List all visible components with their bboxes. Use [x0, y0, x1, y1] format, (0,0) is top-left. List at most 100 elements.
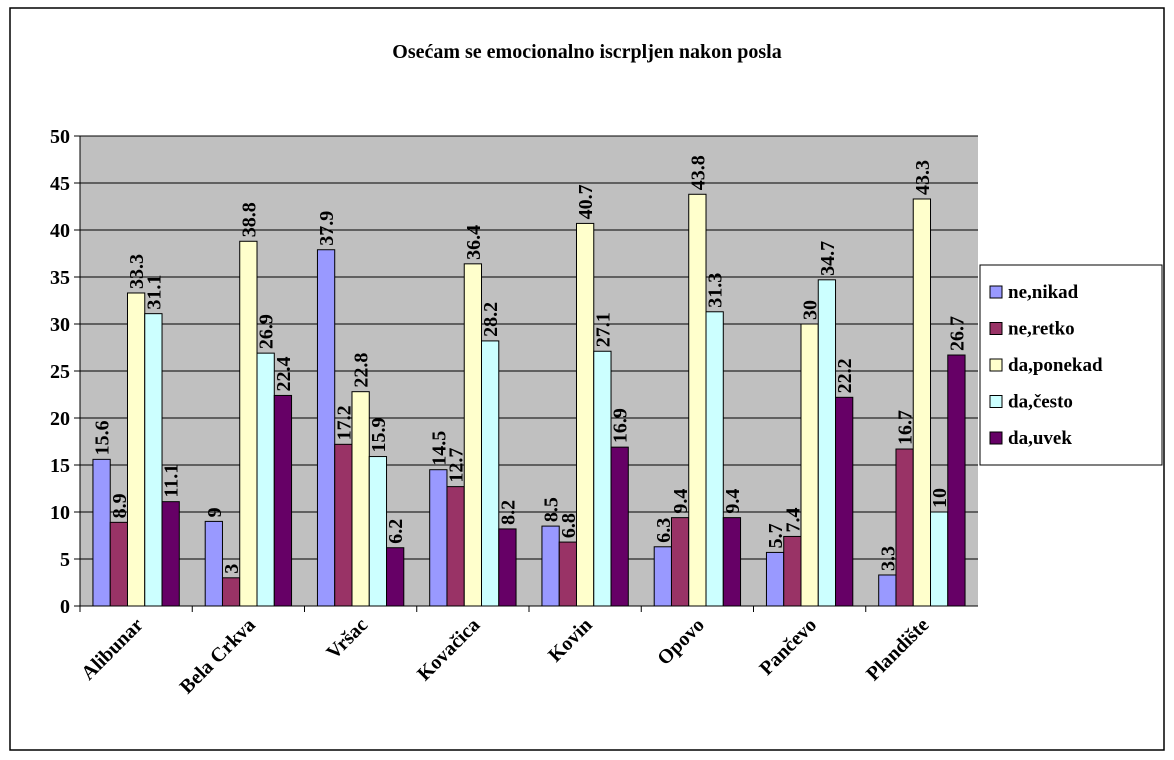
value-label: 11.1 — [161, 464, 183, 498]
bar — [593, 350, 612, 607]
y-tick-label: 45 — [50, 173, 70, 195]
bar — [817, 279, 837, 607]
legend-swatch — [989, 358, 1003, 372]
bar — [256, 352, 275, 607]
value-label: 43.8 — [687, 155, 709, 190]
value-label: 9.4 — [670, 489, 692, 514]
value-label: 31.1 — [143, 275, 165, 310]
bar — [947, 354, 966, 607]
value-label: 28.2 — [480, 302, 502, 337]
value-label: 38.8 — [238, 202, 260, 237]
value-label: 12.7 — [446, 448, 468, 483]
bar — [498, 528, 517, 607]
legend-swatch — [989, 395, 1003, 408]
value-label: 8.9 — [109, 493, 131, 518]
value-label: 31.3 — [705, 273, 727, 308]
bar — [463, 263, 483, 607]
value-label: 8.2 — [497, 500, 519, 525]
y-tick-label: 0 — [60, 596, 70, 618]
legend-label: ne,retko — [1008, 319, 1075, 340]
value-label: 9 — [204, 507, 226, 517]
legend-label: da,ponekad — [1008, 355, 1103, 376]
bar — [558, 541, 577, 607]
value-label: 30 — [800, 300, 822, 320]
value-label: 16.9 — [610, 408, 632, 443]
value-label: 22.2 — [834, 358, 856, 393]
bar — [765, 551, 785, 607]
value-label: 5.7 — [765, 523, 787, 548]
bar — [144, 313, 163, 607]
chart-title: Osećam se emocionalno iscrpljen nakon po… — [392, 41, 781, 63]
bar — [204, 520, 223, 607]
bar — [273, 394, 293, 607]
y-tick-label: 35 — [50, 267, 70, 289]
value-label: 17.2 — [333, 405, 355, 440]
bar — [688, 193, 707, 607]
bar — [161, 501, 180, 607]
y-tick-label: 10 — [50, 502, 70, 524]
y-tick-label: 40 — [50, 220, 70, 242]
legend-swatch — [989, 285, 1003, 299]
bar — [722, 517, 742, 607]
bar — [783, 535, 802, 607]
value-label: 36.4 — [463, 225, 485, 260]
legend-label: da,često — [1008, 392, 1073, 413]
bar — [316, 249, 336, 607]
value-label: 37.9 — [316, 211, 338, 246]
bar — [481, 340, 500, 607]
legend-swatch — [989, 322, 1003, 335]
value-label: 6.8 — [558, 513, 580, 538]
y-tick-label: 30 — [50, 314, 70, 336]
value-label: 6.2 — [385, 519, 407, 544]
value-label: 3 — [221, 564, 243, 574]
value-label: 16.7 — [895, 410, 917, 445]
value-label: 34.7 — [817, 241, 839, 276]
y-tick-label: 20 — [50, 408, 70, 430]
value-label: 43.3 — [912, 160, 934, 195]
bar — [429, 469, 448, 607]
bar — [368, 456, 388, 607]
bar — [878, 574, 897, 607]
bar — [109, 521, 128, 607]
value-label: 10 — [929, 488, 951, 508]
bar — [446, 486, 465, 607]
bar — [800, 323, 819, 607]
bar — [221, 577, 241, 607]
value-label: 9.4 — [722, 489, 744, 514]
bar — [705, 311, 724, 607]
value-label: 8.5 — [541, 497, 563, 522]
bar — [610, 446, 629, 607]
bar — [835, 396, 854, 607]
legend-label: ne,nikad — [1008, 282, 1079, 303]
bar — [92, 458, 111, 607]
y-tick-label: 50 — [50, 126, 70, 148]
value-label: 22.8 — [351, 353, 373, 388]
bar — [895, 448, 914, 607]
bar — [386, 547, 405, 607]
value-label: 27.1 — [592, 312, 614, 347]
bar — [351, 391, 370, 607]
value-label: 26.7 — [946, 316, 968, 351]
bar — [334, 443, 353, 607]
value-label: 26.9 — [256, 314, 278, 349]
bar — [541, 525, 560, 607]
bar — [653, 546, 672, 607]
y-tick-label: 25 — [50, 361, 70, 383]
value-label: 33.3 — [126, 254, 148, 289]
value-label: 15.6 — [92, 420, 114, 455]
bar — [912, 198, 932, 607]
value-label: 15.9 — [368, 418, 390, 453]
bar — [575, 222, 595, 607]
value-label: 6.3 — [653, 518, 675, 543]
legend-label: da,uvek — [1008, 428, 1072, 449]
bar — [239, 240, 258, 607]
legend-swatch — [989, 431, 1003, 445]
value-label: 7.4 — [782, 507, 804, 532]
value-label: 40.7 — [575, 184, 597, 219]
y-tick-label: 15 — [50, 455, 70, 477]
bar — [670, 517, 690, 607]
bar — [126, 292, 146, 607]
bar — [930, 511, 949, 607]
y-tick-label: 5 — [60, 549, 70, 571]
